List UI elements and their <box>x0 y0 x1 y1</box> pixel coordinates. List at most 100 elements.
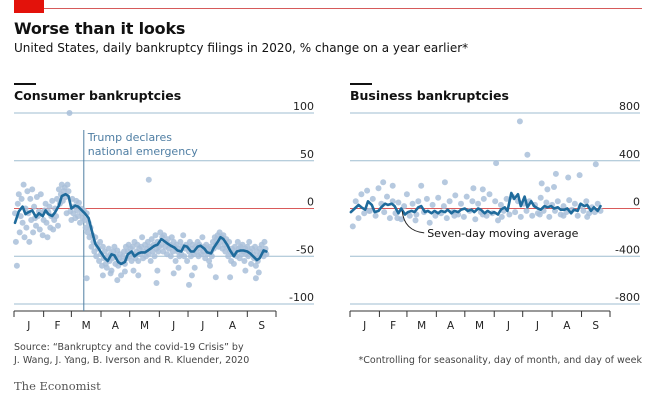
data-point <box>380 179 387 186</box>
data-point <box>96 258 103 264</box>
data-point <box>154 267 161 274</box>
y-tick-label: 800 <box>619 100 640 113</box>
data-point <box>366 207 372 214</box>
data-point <box>412 217 419 224</box>
data-point <box>503 195 510 202</box>
x-tick-label: A <box>229 320 237 332</box>
data-point <box>148 236 155 243</box>
data-point <box>93 253 100 260</box>
data-point <box>446 198 453 205</box>
data-point <box>169 248 176 255</box>
data-point <box>234 238 241 245</box>
x-tick-label: J <box>362 320 366 332</box>
x-tick-label: A <box>563 320 571 332</box>
data-point <box>135 258 142 264</box>
data-point <box>99 243 106 250</box>
data-point <box>20 181 27 188</box>
data-point <box>46 203 53 210</box>
data-point <box>31 203 38 210</box>
data-point <box>19 219 26 226</box>
data-point <box>33 222 39 229</box>
data-point <box>18 195 25 202</box>
data-point <box>241 258 248 264</box>
x-tick-label: J <box>506 320 510 332</box>
data-point <box>394 215 401 222</box>
brand-logo-text: The Economist <box>14 379 101 393</box>
data-point <box>529 212 536 219</box>
data-point <box>225 253 232 260</box>
data-point <box>261 238 268 245</box>
data-point <box>82 224 89 231</box>
data-point <box>375 185 382 192</box>
data-point <box>352 198 359 205</box>
data-point <box>480 195 487 202</box>
data-point <box>493 160 500 167</box>
data-point <box>26 238 33 245</box>
y-tick-label: 0 <box>633 196 640 209</box>
data-point <box>180 232 187 239</box>
data-point <box>432 212 439 219</box>
y-tick-label: 400 <box>619 148 640 161</box>
data-point <box>103 264 110 271</box>
data-point <box>470 185 477 192</box>
data-point <box>121 268 128 275</box>
data-point <box>571 200 578 207</box>
data-point <box>84 229 91 236</box>
data-point <box>145 176 152 183</box>
data-point <box>395 199 402 206</box>
data-point <box>479 186 486 193</box>
data-point <box>423 195 430 202</box>
x-tick-label: A <box>112 320 120 332</box>
economist-red-tab <box>14 0 44 13</box>
data-point <box>13 262 20 269</box>
panel-marker-business <box>350 83 372 85</box>
y-tick-label: 0 <box>307 196 314 209</box>
data-point <box>544 186 551 193</box>
x-tick-label: J <box>200 320 204 332</box>
data-point <box>181 253 188 260</box>
data-point <box>386 215 393 222</box>
data-point <box>15 191 22 198</box>
data-point <box>36 226 43 233</box>
data-point <box>76 199 82 206</box>
data-point <box>349 223 356 230</box>
data-point <box>130 267 137 274</box>
data-point <box>537 194 544 201</box>
data-point <box>440 203 447 210</box>
data-point <box>186 281 192 288</box>
data-point <box>255 269 262 276</box>
y-tick-label: -100 <box>289 291 314 304</box>
x-tick-label: S <box>258 320 265 332</box>
x-tick-label: F <box>390 320 396 332</box>
data-point <box>498 213 505 220</box>
data-point <box>153 280 160 286</box>
data-point <box>475 200 482 207</box>
data-point <box>369 195 376 202</box>
data-point <box>551 184 557 190</box>
data-point <box>155 248 162 255</box>
data-point <box>418 182 425 189</box>
data-point <box>384 193 390 200</box>
data-point <box>23 224 30 231</box>
data-point <box>574 212 581 219</box>
data-point <box>543 199 550 206</box>
y-tick-label: 50 <box>300 148 314 161</box>
data-point <box>230 260 237 267</box>
panel-title-business: Business bankruptcies <box>350 88 509 103</box>
data-point <box>426 219 433 226</box>
panel-title-consumer: Consumer bankruptcies <box>14 88 182 103</box>
data-point <box>114 277 121 284</box>
data-point <box>435 194 442 201</box>
data-point <box>443 215 450 222</box>
data-point <box>222 248 229 255</box>
data-point <box>580 207 587 214</box>
data-point <box>252 262 259 269</box>
data-point <box>583 198 590 205</box>
data-point <box>191 264 198 271</box>
data-point <box>244 243 251 250</box>
y-tick-label: -400 <box>615 243 640 256</box>
data-point <box>252 243 258 250</box>
data-point <box>246 238 253 245</box>
data-point <box>460 213 467 220</box>
data-point <box>147 258 154 264</box>
